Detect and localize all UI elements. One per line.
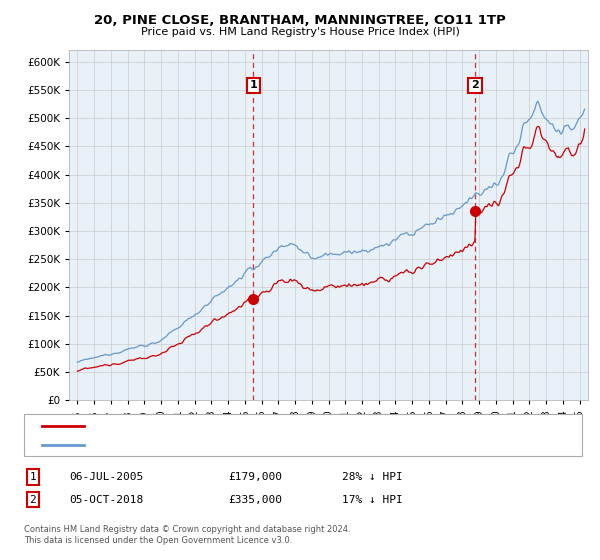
Text: 06-JUL-2005: 06-JUL-2005 <box>69 472 143 482</box>
Text: 17% ↓ HPI: 17% ↓ HPI <box>342 494 403 505</box>
Text: 2: 2 <box>471 81 479 90</box>
Text: 2: 2 <box>29 494 37 505</box>
Text: 28% ↓ HPI: 28% ↓ HPI <box>342 472 403 482</box>
Text: £335,000: £335,000 <box>228 494 282 505</box>
Text: Contains HM Land Registry data © Crown copyright and database right 2024.
This d: Contains HM Land Registry data © Crown c… <box>24 525 350 545</box>
Text: 1: 1 <box>249 81 257 90</box>
Text: 1: 1 <box>29 472 37 482</box>
Text: 05-OCT-2018: 05-OCT-2018 <box>69 494 143 505</box>
Text: 20, PINE CLOSE, BRANTHAM, MANNINGTREE, CO11 1TP: 20, PINE CLOSE, BRANTHAM, MANNINGTREE, C… <box>94 14 506 27</box>
Text: £179,000: £179,000 <box>228 472 282 482</box>
Text: HPI: Average price, detached house, Babergh: HPI: Average price, detached house, Babe… <box>96 440 333 450</box>
Text: Price paid vs. HM Land Registry's House Price Index (HPI): Price paid vs. HM Land Registry's House … <box>140 27 460 37</box>
Text: 20, PINE CLOSE, BRANTHAM, MANNINGTREE, CO11 1TP (detached house): 20, PINE CLOSE, BRANTHAM, MANNINGTREE, C… <box>96 421 478 431</box>
